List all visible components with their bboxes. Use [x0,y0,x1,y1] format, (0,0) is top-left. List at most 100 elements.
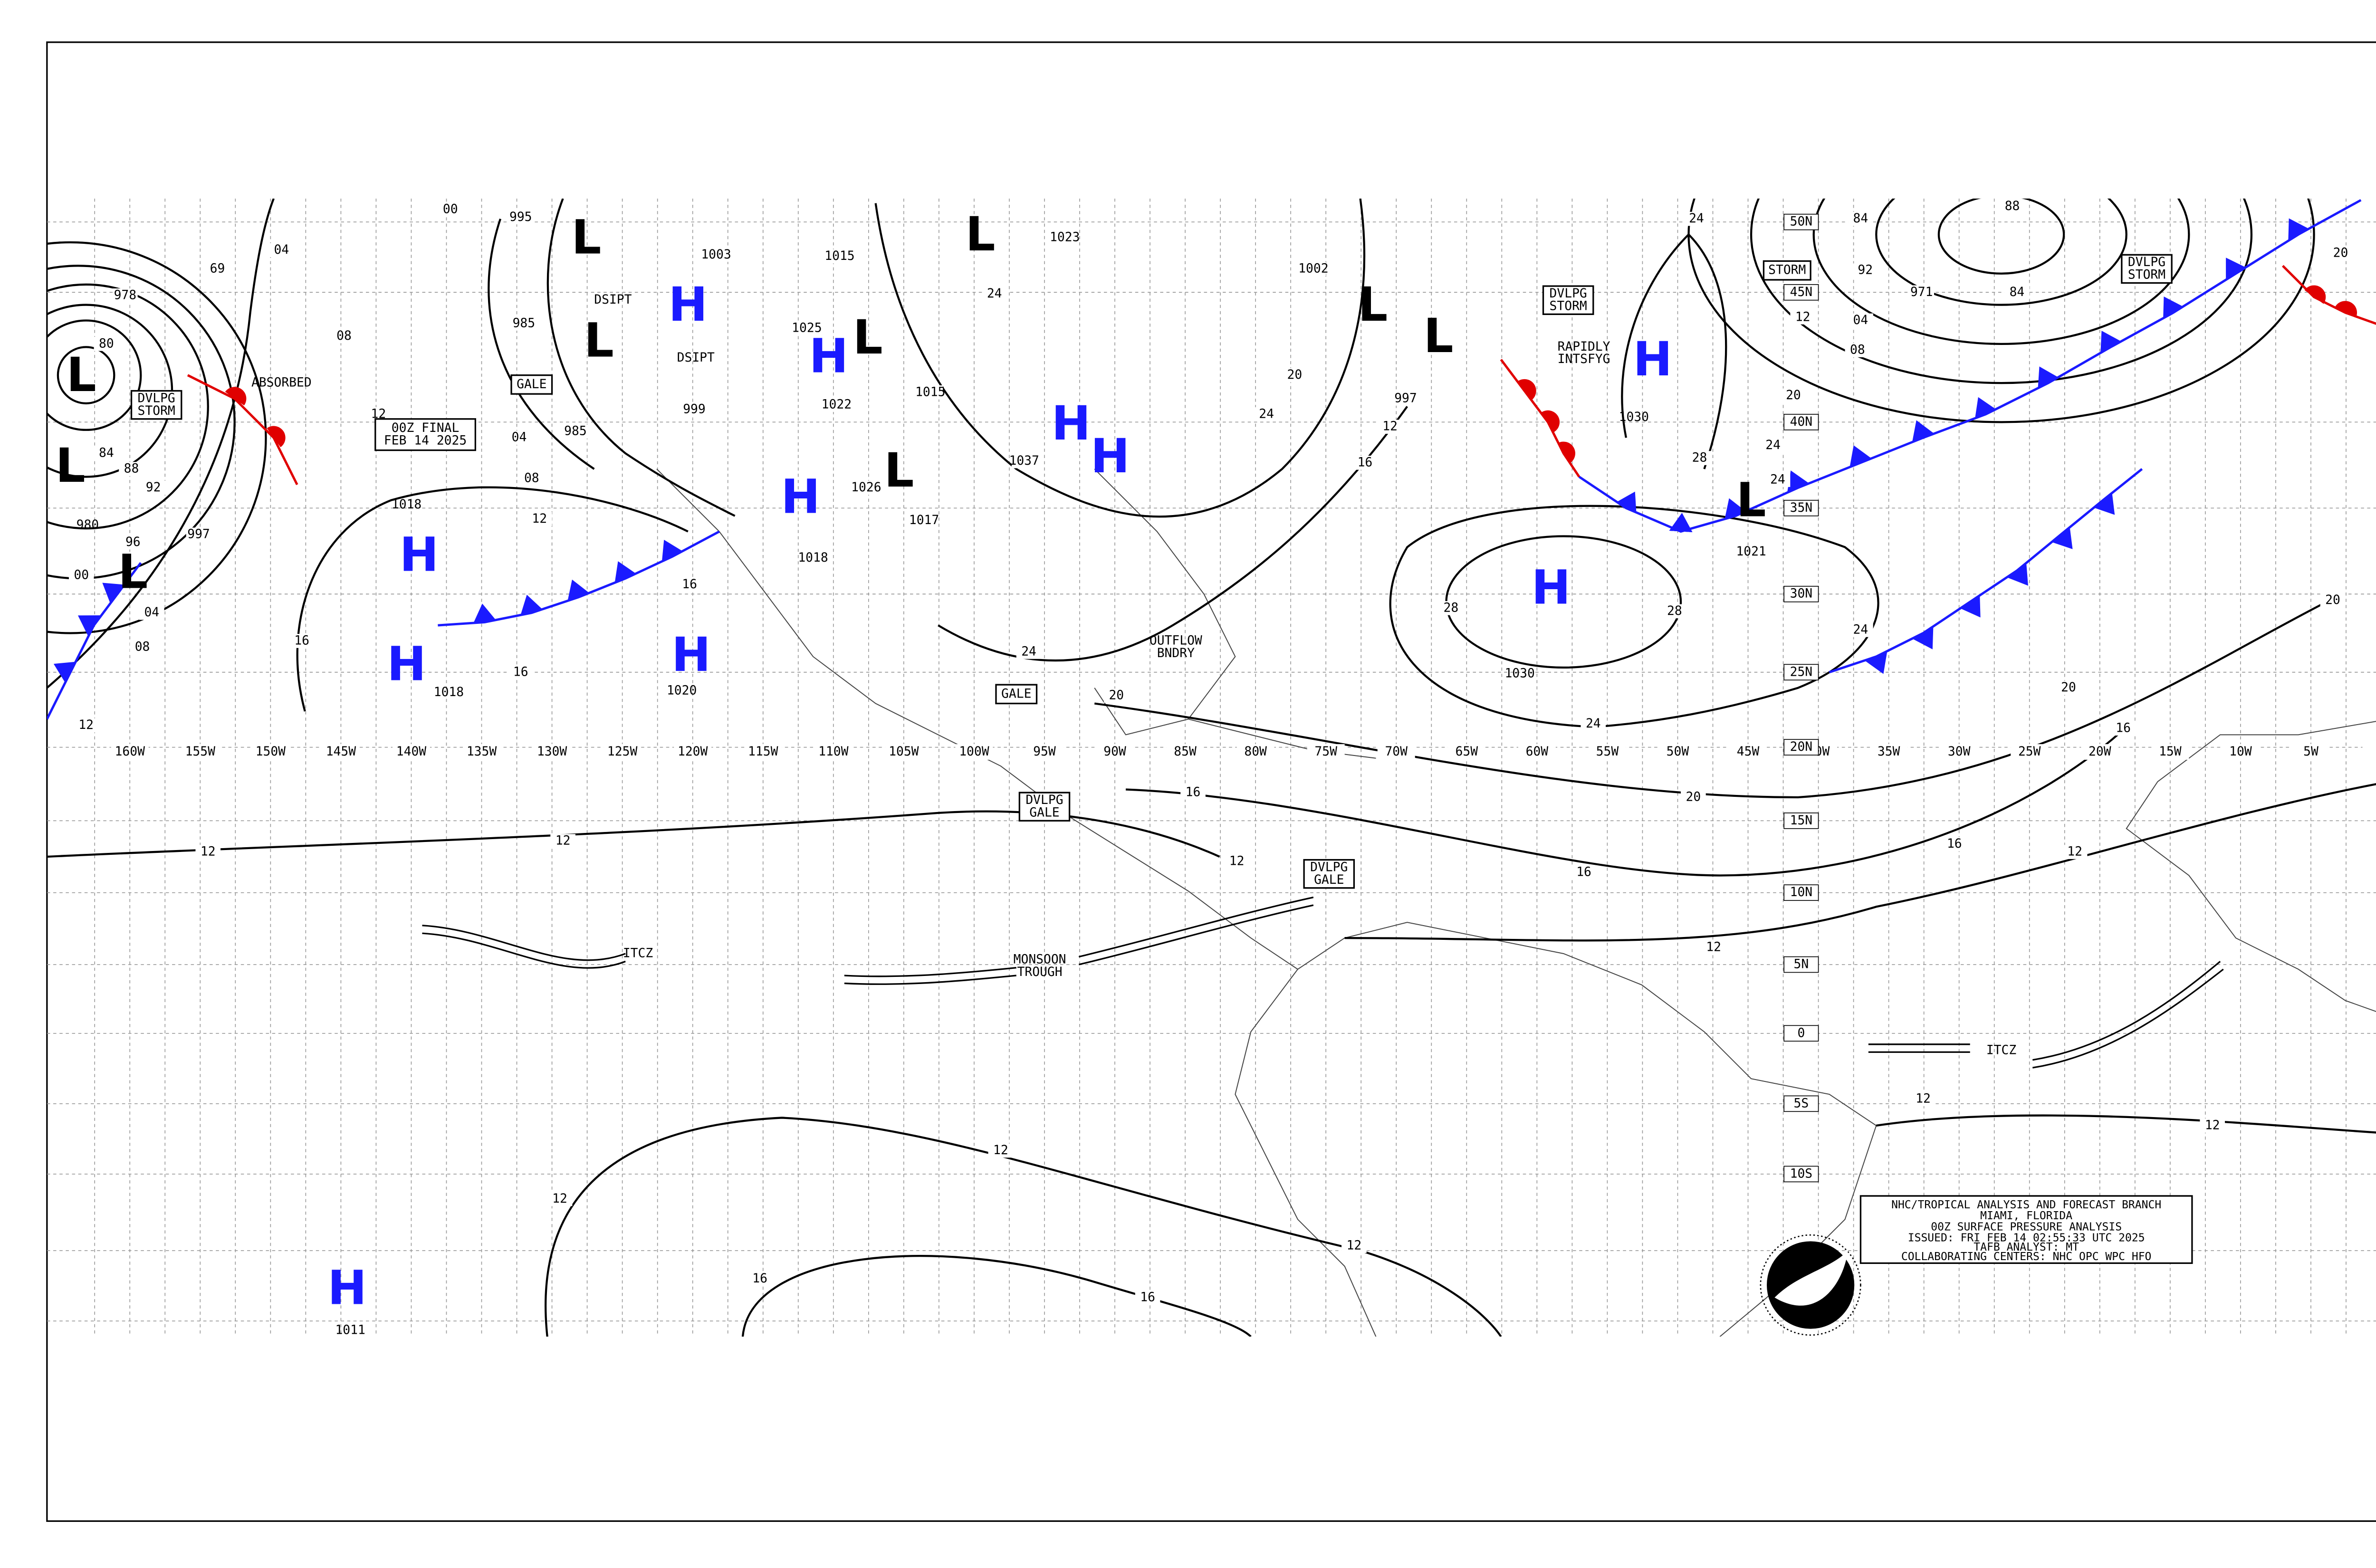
isobar-label-bg [794,321,820,335]
feature-label: GALE [1029,805,1059,820]
isobar-label: 04 [1853,313,1868,327]
high-letter: H [1532,561,1571,615]
isobar-label-bg [94,337,119,351]
latitude-label: 40N [1790,415,1813,429]
lon-label-bg [181,744,219,760]
isobar-label: 20 [1786,388,1801,402]
isobar-label-bg [289,634,315,648]
isobar-label-bg [1781,388,1806,403]
title-line: TAFB ANALYST: MT [1974,1241,2079,1253]
isobar-label: 24 [1259,407,1274,421]
isobar-label: 00 [74,568,89,582]
isobar-label: 96 [125,535,141,549]
isobar-label: 92 [1858,263,1873,277]
longitude-label: 140W [396,745,427,759]
isobar-label-bg [1135,1291,1160,1305]
isobar-label: 16 [682,577,697,592]
high-pressure: 1018 [392,497,422,512]
isobar-label: 1015 [824,249,854,263]
lat-label-bg [1783,884,1819,901]
isobar-label-bg [68,568,94,583]
isobar-label-bg [113,288,138,303]
isobar-label-bg [1790,310,1815,325]
isobar-label: 12 [532,512,547,526]
longitude-label: 60W [1526,745,1549,759]
isobar-label: 16 [513,665,528,679]
isobar-label: 16 [1947,837,1962,851]
highs: H 1018 H 1018 H 1020 H 1030 H 1030 H 1011 H 101… [327,277,1672,1337]
isobar-label-bg [511,316,537,331]
isobar-label-bg [1016,645,1042,659]
lon-label-bg [251,744,289,760]
low-letter: L [1736,473,1766,527]
title-line: COLLABORATING CENTERS: NHC OPC WPC HFO [1901,1251,2152,1263]
isobar-label: 84 [1853,211,1868,226]
isobar-label: 12 [1347,1239,1362,1253]
isobar-label: 16 [1186,785,1201,800]
isobar-label-bg [1438,601,1464,615]
longitude-label: 15W [2159,745,2182,759]
longitude-label: 55W [1596,745,1619,759]
analysis-stamp: 00Z FINAL FEB 14 2025 [374,418,476,451]
isobar-label-bg [1687,451,1712,465]
lon-label-bg [1025,744,1063,760]
longitude-label: 135W [467,745,497,759]
isobar-label-bg [508,210,534,225]
longitude-label: 75W [1314,745,1337,759]
isobar-label: 69 [210,261,225,276]
title-line: ISSUED: FRI FEB 14 02:55:33 UTC 2025 [1908,1232,2145,1244]
longitude-label: 125W [607,745,638,759]
isobar-label-bg [1581,717,1606,731]
stamp-line: FEB 14 2025 [384,433,467,448]
isobar-label-bg [2320,593,2346,608]
lat-label-bg [1783,500,1819,516]
isobar-label-bg [1848,623,1873,637]
lon-label-bg [955,744,993,760]
high-pressure: 1018 [798,551,828,565]
isobar-label: 12 [2067,845,2082,859]
isobar-label: 28 [1667,604,1682,618]
isobar-label: 1037 [1009,454,1039,468]
lon-label-bg [885,744,923,760]
isobar-label-bg [1052,230,1078,245]
longitude-label: 25W [2018,745,2041,759]
longitude-label: 85W [1174,745,1197,759]
high-pressure: 1011 [335,1323,365,1337]
lon-label-bg [1870,744,1908,760]
longitude-label: 110W [818,745,849,759]
isobar-label: 1023 [1050,230,1080,245]
title-line: MIAMI, FLORIDA [1980,1210,2072,1222]
isobar-label-bg [1224,854,1249,869]
lon-label-bg [1166,744,1204,760]
isobar-label-bg [827,249,853,264]
isobar-label: 978 [114,288,137,302]
latitude-label: 20N [1790,740,1813,754]
title-line: NHC/TROPICAL ANALYSIS AND FORECAST BRANC… [1891,1199,2161,1211]
lon-label-bg [744,744,782,760]
isobar-label: 24 [1689,211,1704,226]
feature-label: ITCZ [623,946,653,960]
isobar-label-bg [1341,1239,1367,1253]
lon-label-bg [814,744,853,760]
longitude-label: 10W [2229,745,2252,759]
isobar-label: 84 [99,446,114,460]
isobar-label-bg [853,480,879,495]
low-letter: L [118,545,148,600]
high-letter: H [1091,429,1130,484]
lon-label-bg [2081,744,2119,760]
isobar-label-bg [507,430,532,445]
isobar-label: 84 [2010,285,2025,299]
isobar-label: 24 [1770,473,1785,487]
isobar-label: 20 [2061,680,2076,695]
high-letter: H [669,277,708,332]
isobar-label: 16 [1358,455,1373,469]
title-line: 00Z SURFACE PRESSURE ANALYSIS [1931,1221,2122,1233]
isobar-label-bg [438,202,463,217]
isobar-label: 12 [556,834,571,848]
fronts [47,199,2376,720]
isobar-label-bg [1011,454,1037,468]
isobars [47,198,2376,1337]
isobar-label: 12 [1382,420,1398,434]
isobar-label-bg [331,329,357,344]
isobar-label-bg [1662,604,1687,619]
